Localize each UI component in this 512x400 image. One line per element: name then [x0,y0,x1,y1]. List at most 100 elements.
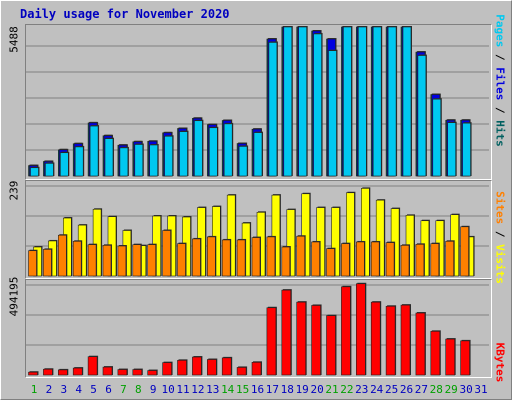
bar-1-day-17 [266,307,277,376]
bar-2-day-4 [72,240,82,277]
bar-1-day-26 [400,304,411,376]
bar-1-day-21 [326,315,336,376]
x-tick-label-30: 30 [459,383,472,396]
x-tick-label-16: 16 [251,383,264,396]
bar-3-day-28 [432,98,442,177]
bar-1-day-23 [355,283,366,376]
x-tick-label-28: 28 [430,383,443,396]
x-tick-label-13: 13 [206,383,219,396]
bar-2-day-13 [207,236,216,277]
bar-3-day-21 [328,50,337,177]
x-tick-label-19: 19 [296,383,309,396]
bar-2-day-12 [192,238,201,277]
bar-3-day-25 [387,26,397,177]
bar-3-day-26 [402,26,412,177]
bar-2-day-27 [415,244,425,277]
x-tick-label-27: 27 [415,383,428,396]
bar-2-day-20 [311,241,320,277]
x-tick-label-4: 4 [75,383,82,396]
x-tick-label-6: 6 [105,383,112,396]
x-tick-label-29: 29 [445,383,458,396]
x-tick-label-12: 12 [191,383,204,396]
bar-3-day-14 [223,123,233,177]
bar-3-day-15 [238,146,248,177]
bar-2-day-18 [281,246,291,277]
bar-1-day-16 [251,362,262,376]
bar-2-day-5 [87,244,97,277]
bar-3-day-9 [149,144,158,177]
bar-2-day-9 [147,244,156,277]
bar-1-day-22 [341,286,351,376]
bar-3-day-20 [313,33,322,177]
x-tick-label-25: 25 [385,383,398,396]
bar-2-day-2 [43,249,52,277]
bar-2-day-1 [28,250,37,277]
bar-2-day-22 [341,243,350,277]
bar-2-day-29 [445,240,455,277]
bar-1-day-15 [236,367,247,376]
bar-1-day-13 [207,359,217,376]
bar-2-day-19 [296,235,306,277]
bar-3-day-29 [447,122,457,177]
x-tick-label-2: 2 [46,383,53,396]
bar-1-day-28 [430,331,441,376]
bar-3-day-16 [253,132,263,177]
bar-3-day-5 [89,125,99,177]
x-tick-label-15: 15 [236,383,249,396]
bar-3-day-13 [209,127,218,177]
bar-1-day-5 [87,356,98,376]
x-tick-label-7: 7 [120,383,127,396]
bar-2-day-3 [57,234,67,277]
x-tick-label-9: 9 [150,383,157,396]
x-tick-label-8: 8 [135,383,142,396]
bar-1-day-3 [57,369,68,376]
bar-3-day-3 [59,152,69,177]
x-tick-label-14: 14 [221,383,235,396]
bar-3-day-24 [372,26,382,177]
bar-2-day-11 [177,243,186,277]
x-tick-label-10: 10 [161,383,174,396]
bar-2-day-28 [430,243,440,277]
bar-1-day-9 [147,370,157,376]
bar-2-day-21 [326,248,335,277]
bar-2-day-7 [117,245,127,277]
bar-1-day-14 [221,357,232,376]
bar-2-day-15 [236,239,246,277]
bar-3-day-6 [104,138,114,177]
bar-1-day-6 [102,366,113,376]
bar-1-day-8 [132,369,143,376]
bar-2-day-14 [221,239,231,277]
bar-3-day-27 [417,55,427,177]
bar-1-day-29 [445,338,456,376]
x-tick-label-24: 24 [370,383,384,396]
x-tick-label-5: 5 [90,383,97,396]
x-tick-label-20: 20 [310,383,323,396]
bar-1-day-27 [415,312,426,376]
bar-3-day-1 [30,167,39,177]
bar-3-day-11 [179,131,188,177]
bar-1-day-11 [177,360,187,376]
bar-3-day-4 [74,146,84,177]
x-tick-label-22: 22 [340,383,353,396]
x-tick-label-18: 18 [281,383,294,396]
bar-1-day-30 [460,340,470,376]
bar-1-day-24 [370,301,381,376]
x-tick-label-26: 26 [400,383,413,396]
bar-2-day-24 [370,241,380,277]
x-tick-label-1: 1 [31,383,38,396]
x-tick-label-3: 3 [60,383,67,396]
bar-1-day-7 [117,369,128,376]
bar-3-day-30 [462,122,471,177]
bar-3-day-18 [283,26,293,177]
bar-2-day-30 [460,226,469,277]
x-tick-label-21: 21 [325,383,338,396]
bar-2-day-26 [400,245,410,277]
bar-3-day-2 [45,163,54,177]
bar-1-day-19 [296,301,307,376]
bar-2-day-25 [385,242,395,277]
bar-2-day-8 [132,244,142,277]
bar-1-day-1 [28,371,38,376]
x-tick-label-17: 17 [266,383,279,396]
bar-3-day-12 [194,120,203,177]
bar-3-day-19 [298,26,308,177]
